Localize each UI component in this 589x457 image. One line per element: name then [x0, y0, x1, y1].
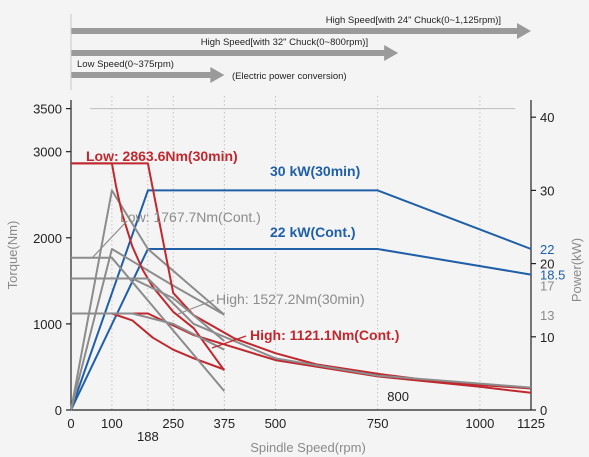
speed-range-arrowhead-2 [210, 67, 225, 83]
x-tick-label-0: 0 [67, 416, 74, 431]
right-axis-title: Power(kW) [569, 238, 584, 302]
y-left-tick-label-4: 3500 [33, 102, 62, 117]
series-line-0 [70, 189, 532, 411]
series-lines [70, 162, 532, 411]
y-left-tick-label-2: 2000 [33, 231, 62, 246]
y-right-extra-label-0: 22 [540, 242, 554, 257]
conversion-label: (Electric power conversion) [232, 71, 347, 82]
y-right-extra-label-3: 13 [540, 308, 554, 323]
speed-range-bar-1 [71, 50, 387, 56]
y-right-tick-label-1: 10 [540, 330, 554, 345]
speed-range-label-0: High Speed[with 24" Chuck(0~1,125rpm)] [326, 15, 501, 26]
series-line-8 [71, 256, 226, 392]
series-line-7 [71, 312, 532, 394]
leader-low-cont [91, 221, 127, 259]
speed-range-bar-2 [71, 72, 213, 78]
y-right-extra-label-1: 18.5 [540, 268, 565, 283]
y-right-tick-label-3: 30 [540, 183, 554, 198]
annotation-low-30min: Low: 2863.6Nm(30min) [86, 148, 238, 164]
speed-range-arrowhead-1 [384, 45, 399, 61]
y-right-tick-label-2: 20 [540, 257, 554, 272]
series-line-6 [71, 162, 532, 390]
x-axis-title: Spindle Speed(rpm) [250, 440, 366, 455]
y-right-tick-label-4: 40 [540, 110, 554, 125]
speed-range-label-2: Low Speed(0~375rpm) [77, 59, 174, 70]
y-right-tick-label-0: 0 [540, 403, 547, 418]
series-line-10 [71, 312, 225, 351]
series-line-1 [70, 248, 532, 411]
x-tick-label-3: 250 [162, 416, 184, 431]
speed-range-arrows: High Speed[with 24" Chuck(0~1,125rpm)] Hi… [70, 14, 531, 90]
series-line-2 [70, 189, 225, 411]
leader-high-cont [211, 335, 247, 349]
x-tick-label-6: 750 [367, 416, 389, 431]
annotation-22kw: 22 kW(Cont.) [270, 224, 356, 240]
y-left-tick-label-3: 3000 [33, 145, 62, 160]
annotation-30kw: 30 kW(30min) [270, 163, 360, 179]
speed-range-bar-0 [71, 28, 519, 34]
speed-range-label-1: High Speed[with 32" Chuck(0~800rpm)] [201, 37, 368, 48]
annotation-high-30min: High: 1527.2Nm(30min) [216, 291, 365, 307]
x-tick-label-2: 188 [137, 429, 159, 444]
x-tick-label-4: 375 [213, 416, 235, 431]
x-tick-label-7: 1000 [465, 416, 494, 431]
left-axis-title: Torque(Nm) [5, 221, 20, 290]
y-right-extra-label-2: 17 [540, 279, 554, 294]
annotation-high-cont: High: 1121.1Nm(Cont.) [250, 327, 399, 343]
grid-lines [90, 96, 515, 410]
series-line-11 [71, 277, 532, 389]
annotation-leaders [91, 221, 247, 349]
series-line-4 [71, 162, 226, 371]
x-tick-label-8: 1125 [517, 416, 545, 431]
y-left-tick-label-0: 0 [55, 403, 62, 418]
x-tick-label-5: 500 [265, 416, 287, 431]
x-tick-label-1: 100 [101, 416, 123, 431]
y-left-tick-label-1: 1000 [33, 317, 62, 332]
x-tick-label-800: 800 [387, 389, 409, 404]
annotation-low-cont: Low: 1767.7Nm(Cont.) [120, 209, 261, 225]
speed-range-arrowhead-0 [517, 23, 531, 39]
leader-high-30min [177, 299, 215, 315]
